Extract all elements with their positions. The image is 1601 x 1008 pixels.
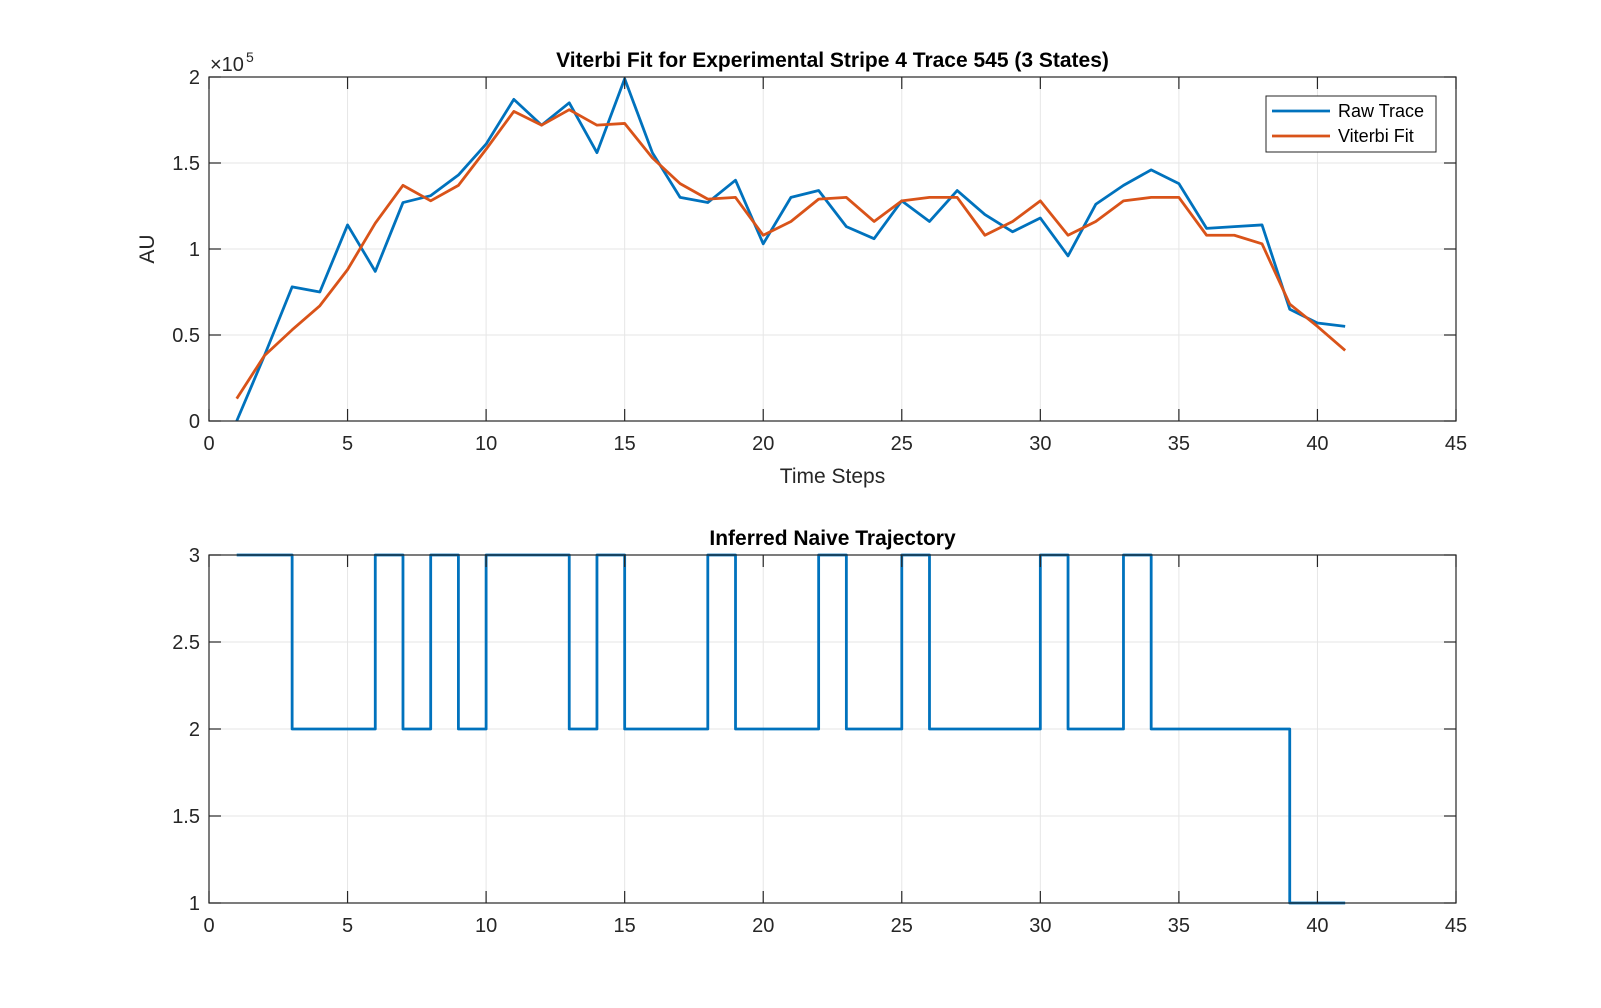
top-x-axis-label: Time Steps	[780, 465, 885, 488]
bottom-x-tick-label: 10	[475, 915, 497, 937]
top-x-tick-label: 25	[891, 433, 913, 455]
bottom-x-tick-label: 15	[614, 915, 636, 937]
top-series-viterbi-fit	[235, 108, 1347, 400]
bottom-y-tick-label: 3	[189, 545, 200, 567]
top-x-tick-label: 45	[1445, 433, 1467, 455]
legend-label-viterbi-fit: Viterbi Fit	[1338, 126, 1414, 146]
top-series-raw-trace	[235, 77, 1346, 422]
top-x-tick-label: 0	[203, 433, 214, 455]
bottom-y-tick-label: 2	[189, 719, 200, 741]
top-x-tick-label: 35	[1168, 433, 1190, 455]
legend-label-raw-trace: Raw Trace	[1338, 101, 1424, 121]
bottom-y-tick-label: 1	[189, 893, 200, 915]
top-x-tick-label: 40	[1306, 433, 1328, 455]
bottom-x-tick-label: 30	[1029, 915, 1051, 937]
top-y-tick-label: 1.5	[172, 153, 200, 175]
top-y-tick-label: 0	[189, 411, 200, 433]
bottom-chart-title: Inferred Naive Trajectory	[709, 527, 956, 550]
bottom-axes: 0 5 10 15 20 25 30 35 40 45 1 1.5 2 2.5 3 Inferred Naiv…	[172, 527, 1467, 937]
top-y-exponent-power: 5	[246, 49, 254, 65]
top-y-exponent-label: ×10	[210, 54, 244, 76]
bottom-y-tick-label: 1.5	[172, 806, 200, 828]
top-x-tick-label: 15	[614, 433, 636, 455]
bottom-x-tick-label: 20	[752, 915, 774, 937]
bottom-x-tick-label: 45	[1445, 915, 1467, 937]
top-y-tick-label: 1	[189, 239, 200, 261]
bottom-x-tick-label: 25	[891, 915, 913, 937]
top-y-tick-label: 0.5	[172, 325, 200, 347]
top-x-tick-label: 20	[752, 433, 774, 455]
bottom-x-tick-label: 0	[203, 915, 214, 937]
top-chart-title: Viterbi Fit for Experimental Stripe 4 Tr…	[556, 49, 1109, 72]
bottom-x-tick-label: 40	[1306, 915, 1328, 937]
top-axes: 0 5 10 15 20 25 30 35 40 45 0 0.5 1 1.5 2 Viterbi Fit f…	[136, 49, 1467, 488]
bottom-x-tick-label: 5	[342, 915, 353, 937]
bottom-x-tick-label: 35	[1168, 915, 1190, 937]
bottom-y-tick-label: 2.5	[172, 632, 200, 654]
top-legend: Raw Trace Viterbi Fit	[1265, 95, 1437, 153]
legend-box	[1265, 95, 1437, 153]
top-x-tick-label: 5	[342, 433, 353, 455]
top-y-axis-label: AU	[136, 234, 159, 263]
top-y-tick-label: 2	[189, 67, 200, 89]
top-x-tick-label: 30	[1029, 433, 1051, 455]
top-x-tick-label: 10	[475, 433, 497, 455]
